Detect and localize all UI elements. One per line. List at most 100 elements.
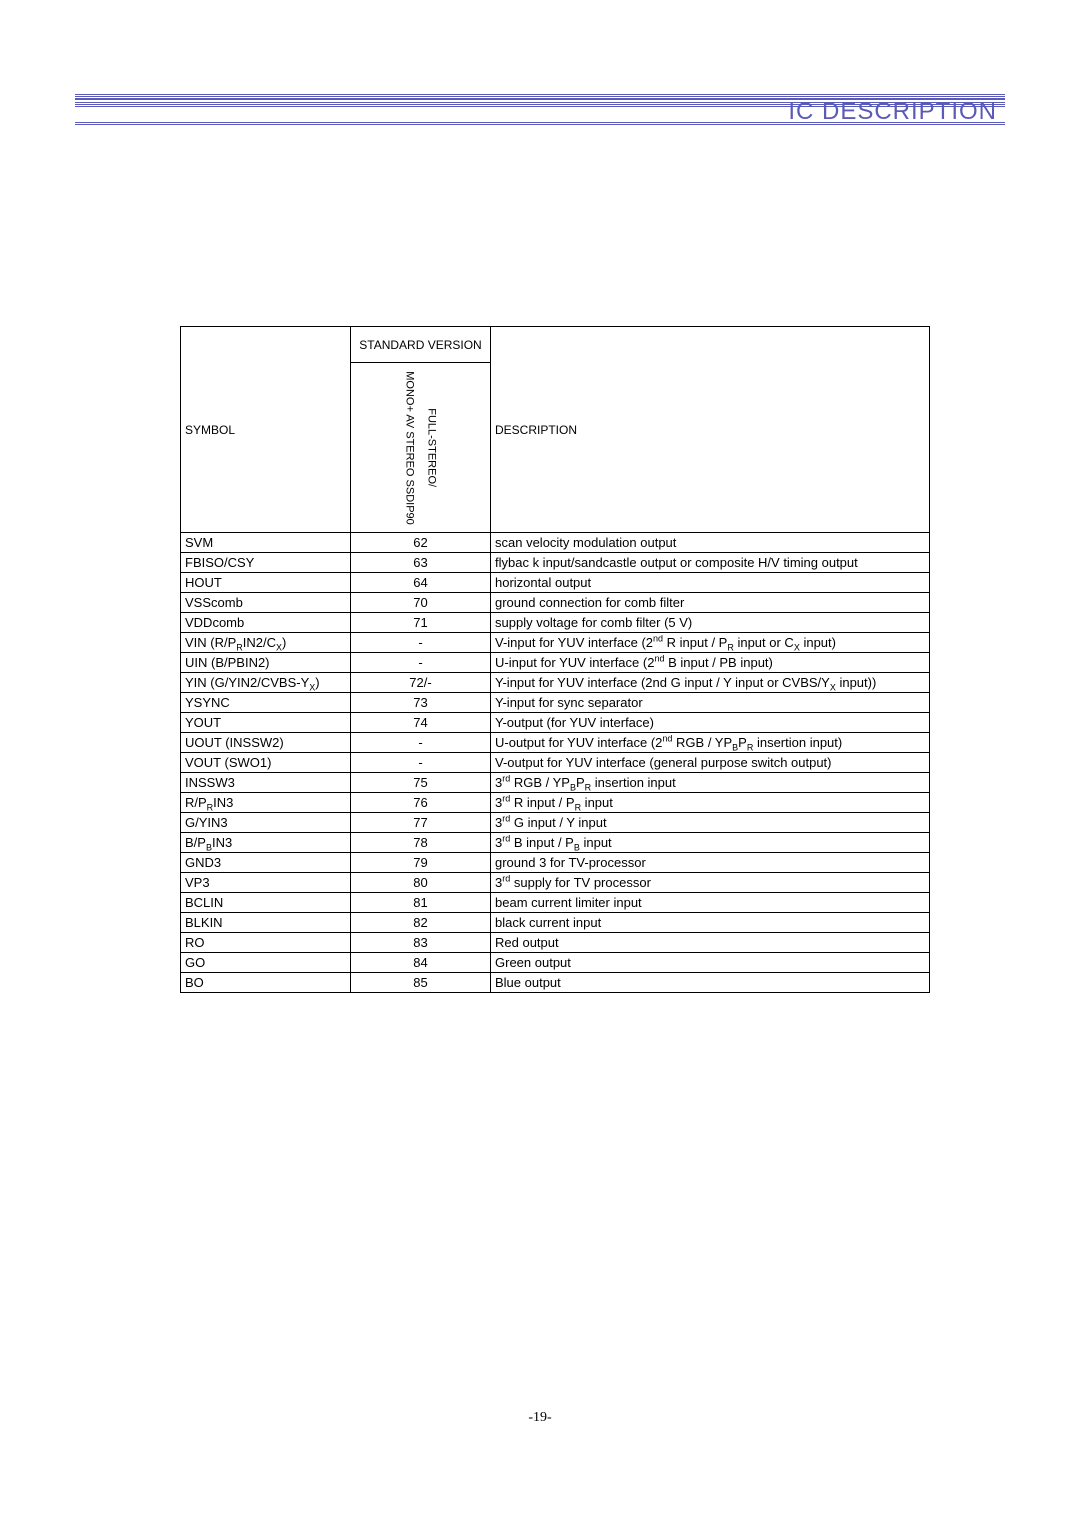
table-row: B/PBIN3783rd B input / PB input (181, 833, 930, 853)
th-pin-subheader: MONO+ AV STEREO SSDIP90 FULL-STEREO/ (351, 363, 491, 533)
cell-symbol: GND3 (181, 853, 351, 873)
cell-description: ground 3 for TV-processor (491, 853, 930, 873)
cell-pin: 80 (351, 873, 491, 893)
header-section: IC DESCRIPTION (75, 94, 1005, 126)
page-number: -19- (0, 1410, 1080, 1426)
cell-description: supply voltage for comb ﬁlter (5 V) (491, 613, 930, 633)
cell-description: 3rd RGB / YPBPR insertion input (491, 773, 930, 793)
cell-description: ground connection for comb ﬁlter (491, 593, 930, 613)
th-symbol: SYMBOL (181, 327, 351, 533)
cell-pin: - (351, 653, 491, 673)
cell-symbol: UOUT (INSSW2) (181, 733, 351, 753)
cell-pin: 73 (351, 693, 491, 713)
cell-pin: 70 (351, 593, 491, 613)
th-description: DESCRIPTION (491, 327, 930, 533)
cell-symbol: RO (181, 933, 351, 953)
table-row: G/YIN3773rd G input / Y input (181, 813, 930, 833)
cell-pin: - (351, 733, 491, 753)
table-row: UIN (B/PBIN2)-U-input for YUV interface … (181, 653, 930, 673)
table-row: BO85Blue output (181, 973, 930, 993)
cell-pin: 71 (351, 613, 491, 633)
table-row: INSSW3753rd RGB / YPBPR insertion input (181, 773, 930, 793)
cell-symbol: YOUT (181, 713, 351, 733)
cell-pin: 77 (351, 813, 491, 833)
cell-pin: 62 (351, 533, 491, 553)
cell-description: Y-input for sync separator (491, 693, 930, 713)
cell-symbol: UIN (B/PBIN2) (181, 653, 351, 673)
cell-pin: 81 (351, 893, 491, 913)
table-row: YIN (G/YIN2/CVBS-YX)72/-Y-input for YUV … (181, 673, 930, 693)
table-row: RO83Red output (181, 933, 930, 953)
table-row: VOUT (SWO1)-V-output for YUV interface (… (181, 753, 930, 773)
cell-symbol: YIN (G/YIN2/CVBS-YX) (181, 673, 351, 693)
cell-pin: 76 (351, 793, 491, 813)
th-pin-sub-b: FULL-STEREO/ (426, 371, 438, 525)
cell-pin: 63 (351, 553, 491, 573)
cell-symbol: SVM (181, 533, 351, 553)
table-row: FBISO/CSY63ﬂybac k input/sandcastle outp… (181, 553, 930, 573)
cell-description: U-input for YUV interface (2nd B input /… (491, 653, 930, 673)
table-row: BLKIN82black current input (181, 913, 930, 933)
cell-pin: - (351, 753, 491, 773)
table-row: YOUT74Y-output (for YUV interface) (181, 713, 930, 733)
table-row: HOUT64horizontal output (181, 573, 930, 593)
table-row: VSScomb70ground connection for comb ﬁlte… (181, 593, 930, 613)
cell-pin: 78 (351, 833, 491, 853)
cell-description: 3rd supply for TV processor (491, 873, 930, 893)
cell-description: 3rd R input / PR input (491, 793, 930, 813)
cell-pin: 84 (351, 953, 491, 973)
table-row: YSYNC73Y-input for sync separator (181, 693, 930, 713)
cell-description: Y-output (for YUV interface) (491, 713, 930, 733)
cell-symbol: B/PBIN3 (181, 833, 351, 853)
cell-symbol: HOUT (181, 573, 351, 593)
table-row: VDDcomb71supply voltage for comb ﬁlter (… (181, 613, 930, 633)
cell-description: 3rd G input / Y input (491, 813, 930, 833)
th-pin-sub-a: MONO+ AV STEREO SSDIP90 (404, 371, 416, 525)
cell-symbol: VDDcomb (181, 613, 351, 633)
cell-description: 3rd B input / PB input (491, 833, 930, 853)
table-row: BCLIN81beam current limiter input (181, 893, 930, 913)
cell-symbol: BLKIN (181, 913, 351, 933)
cell-pin: 74 (351, 713, 491, 733)
cell-symbol: INSSW3 (181, 773, 351, 793)
cell-description: U-output for YUV interface (2nd RGB / YP… (491, 733, 930, 753)
cell-description: Y-input for YUV interface (2nd G input /… (491, 673, 930, 693)
cell-symbol: FBISO/CSY (181, 553, 351, 573)
cell-symbol: VP3 (181, 873, 351, 893)
table-row: VIN (R/PRIN2/CX)-V-input for YUV interfa… (181, 633, 930, 653)
cell-pin: 75 (351, 773, 491, 793)
cell-pin: 72/- (351, 673, 491, 693)
cell-pin: 85 (351, 973, 491, 993)
table-row: GND379ground 3 for TV-processor (181, 853, 930, 873)
table-body: SVM62scan velocity modulation outputFBIS… (181, 533, 930, 993)
cell-description: black current input (491, 913, 930, 933)
table-row: GO84Green output (181, 953, 930, 973)
cell-description: Red output (491, 933, 930, 953)
table-row: SVM62scan velocity modulation output (181, 533, 930, 553)
table-row: UOUT (INSSW2)-U-output for YUV interface… (181, 733, 930, 753)
pin-description-table: SYMBOL STANDARD VERSION DESCRIPTION MONO… (180, 326, 930, 993)
cell-symbol: BO (181, 973, 351, 993)
cell-description: beam current limiter input (491, 893, 930, 913)
cell-symbol: GO (181, 953, 351, 973)
cell-description: ﬂybac k input/sandcastle output or compo… (491, 553, 930, 573)
table-row: VP3803rd supply for TV processor (181, 873, 930, 893)
cell-symbol: VSScomb (181, 593, 351, 613)
table-row: R/PRIN3763rd R input / PR input (181, 793, 930, 813)
cell-description: Blue output (491, 973, 930, 993)
cell-description: horizontal output (491, 573, 930, 593)
cell-symbol: G/YIN3 (181, 813, 351, 833)
cell-symbol: BCLIN (181, 893, 351, 913)
cell-description: V-output for YUV interface (general purp… (491, 753, 930, 773)
cell-pin: - (351, 633, 491, 653)
cell-symbol: VIN (R/PRIN2/CX) (181, 633, 351, 653)
cell-description: V-input for YUV interface (2nd R input /… (491, 633, 930, 653)
page-title: IC DESCRIPTION (788, 98, 997, 126)
cell-pin: 64 (351, 573, 491, 593)
cell-pin: 79 (351, 853, 491, 873)
th-standard-version: STANDARD VERSION (351, 327, 491, 363)
cell-symbol: VOUT (SWO1) (181, 753, 351, 773)
cell-symbol: YSYNC (181, 693, 351, 713)
cell-description: scan velocity modulation output (491, 533, 930, 553)
cell-description: Green output (491, 953, 930, 973)
